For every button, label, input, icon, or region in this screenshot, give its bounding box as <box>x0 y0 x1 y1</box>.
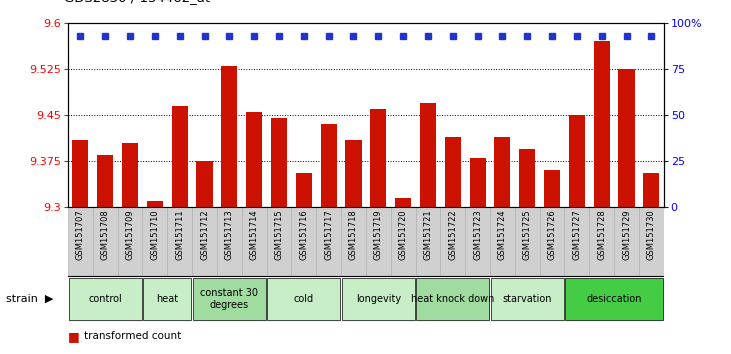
Bar <box>569 115 585 207</box>
Bar <box>390 207 415 276</box>
Bar <box>440 207 465 276</box>
Bar <box>317 207 341 276</box>
Text: GSM151718: GSM151718 <box>349 209 358 260</box>
Bar <box>118 207 143 276</box>
Text: GSM151723: GSM151723 <box>473 209 482 260</box>
Bar <box>292 207 317 276</box>
Text: GSM151710: GSM151710 <box>151 209 159 260</box>
Bar <box>589 207 614 276</box>
Text: GSM151730: GSM151730 <box>647 209 656 260</box>
Text: GSM151721: GSM151721 <box>423 209 433 260</box>
Text: GSM151716: GSM151716 <box>299 209 308 260</box>
Bar <box>643 173 659 207</box>
Bar <box>342 278 414 320</box>
Bar <box>395 198 411 207</box>
Bar <box>68 207 93 276</box>
Bar <box>267 207 292 276</box>
Bar <box>246 112 262 207</box>
Bar <box>564 207 589 276</box>
Bar <box>465 207 490 276</box>
Text: GSM151724: GSM151724 <box>498 209 507 260</box>
Bar <box>594 41 610 207</box>
Text: GSM151711: GSM151711 <box>175 209 184 260</box>
Bar <box>366 207 390 276</box>
Text: GSM151725: GSM151725 <box>523 209 531 260</box>
Bar <box>515 207 539 276</box>
Bar <box>565 278 663 320</box>
Bar <box>618 69 635 207</box>
Text: heat: heat <box>156 294 178 304</box>
Text: GSM151715: GSM151715 <box>274 209 284 260</box>
Text: GSM151726: GSM151726 <box>548 209 556 260</box>
Bar <box>93 207 118 276</box>
Bar <box>544 170 560 207</box>
Text: constant 30
degrees: constant 30 degrees <box>200 288 258 310</box>
Bar <box>420 103 436 207</box>
Text: desiccation: desiccation <box>586 294 642 304</box>
Bar <box>490 207 515 276</box>
Text: cold: cold <box>294 294 314 304</box>
Text: control: control <box>88 294 122 304</box>
Bar <box>172 106 188 207</box>
Text: GSM151717: GSM151717 <box>324 209 333 260</box>
Bar <box>72 139 88 207</box>
Text: GSM151729: GSM151729 <box>622 209 631 260</box>
Bar <box>345 139 362 207</box>
Bar <box>415 207 440 276</box>
Text: GSM151708: GSM151708 <box>101 209 110 260</box>
Text: GSM151713: GSM151713 <box>225 209 234 260</box>
Bar <box>494 137 510 207</box>
Text: GSM151720: GSM151720 <box>398 209 408 260</box>
Text: GSM151719: GSM151719 <box>374 209 383 260</box>
Bar <box>469 158 485 207</box>
Bar <box>192 207 217 276</box>
Bar <box>519 149 535 207</box>
Bar <box>539 207 564 276</box>
Bar <box>193 278 266 320</box>
Text: strain  ▶: strain ▶ <box>6 294 53 304</box>
Bar <box>122 143 138 207</box>
Bar <box>97 155 113 207</box>
Text: starvation: starvation <box>502 294 552 304</box>
Bar <box>416 278 489 320</box>
Text: GSM151709: GSM151709 <box>126 209 135 260</box>
Text: GSM151722: GSM151722 <box>448 209 458 260</box>
Bar <box>143 278 192 320</box>
Bar <box>271 118 287 207</box>
Bar <box>321 124 337 207</box>
Text: heat knock down: heat knock down <box>411 294 494 304</box>
Bar <box>167 207 192 276</box>
Text: transformed count: transformed count <box>84 331 181 341</box>
Bar <box>444 137 461 207</box>
Bar <box>147 201 163 207</box>
Bar <box>221 66 238 207</box>
Bar <box>639 207 664 276</box>
Bar <box>296 173 312 207</box>
Bar <box>143 207 167 276</box>
Text: GSM151714: GSM151714 <box>250 209 259 260</box>
Bar <box>614 207 639 276</box>
Text: GSM151728: GSM151728 <box>597 209 606 260</box>
Text: GDS2830 / 154462_at: GDS2830 / 154462_at <box>64 0 211 4</box>
Text: GSM151707: GSM151707 <box>76 209 85 260</box>
Bar <box>268 278 341 320</box>
Text: longevity: longevity <box>356 294 401 304</box>
Bar <box>242 207 267 276</box>
Text: GSM151727: GSM151727 <box>572 209 581 260</box>
Bar <box>491 278 564 320</box>
Bar <box>197 161 213 207</box>
Bar <box>69 278 142 320</box>
Text: GSM151712: GSM151712 <box>200 209 209 260</box>
Bar <box>217 207 242 276</box>
Bar <box>341 207 366 276</box>
Text: ■: ■ <box>68 330 80 343</box>
Bar <box>370 109 387 207</box>
